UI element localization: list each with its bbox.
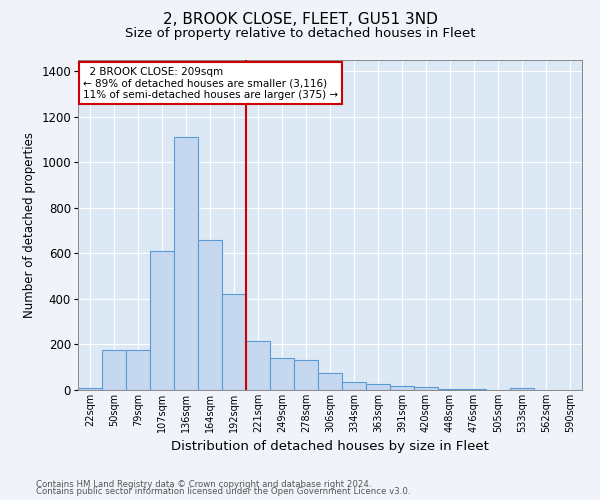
Bar [462, 389, 486, 390]
Bar [102, 350, 126, 390]
Bar [126, 350, 150, 390]
Text: Size of property relative to detached houses in Fleet: Size of property relative to detached ho… [125, 28, 475, 40]
Bar [78, 388, 102, 390]
Text: Contains public sector information licensed under the Open Government Licence v3: Contains public sector information licen… [36, 488, 410, 496]
Bar [150, 251, 174, 390]
Bar [510, 388, 534, 390]
Y-axis label: Number of detached properties: Number of detached properties [23, 132, 36, 318]
Bar [246, 341, 270, 390]
X-axis label: Distribution of detached houses by size in Fleet: Distribution of detached houses by size … [171, 440, 489, 454]
Bar [294, 360, 318, 390]
Bar [438, 389, 462, 390]
Bar [270, 358, 294, 390]
Bar [366, 384, 390, 390]
Bar [318, 373, 342, 390]
Bar [414, 388, 438, 390]
Text: 2, BROOK CLOSE, FLEET, GU51 3ND: 2, BROOK CLOSE, FLEET, GU51 3ND [163, 12, 437, 28]
Bar [390, 386, 414, 390]
Bar [342, 382, 366, 390]
Bar [174, 138, 198, 390]
Bar [222, 294, 246, 390]
Text: Contains HM Land Registry data © Crown copyright and database right 2024.: Contains HM Land Registry data © Crown c… [36, 480, 371, 489]
Text: 2 BROOK CLOSE: 209sqm
← 89% of detached houses are smaller (3,116)
11% of semi-d: 2 BROOK CLOSE: 209sqm ← 89% of detached … [83, 66, 338, 100]
Bar [198, 240, 222, 390]
